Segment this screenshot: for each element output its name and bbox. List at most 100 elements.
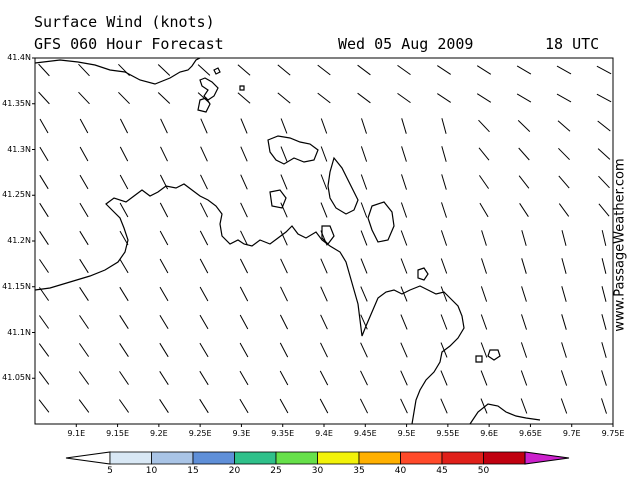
wind-barb [397,64,411,76]
coastline-islet [199,77,219,101]
scale-swatch [317,451,360,465]
wind-barb [319,370,329,386]
wind-barb [478,147,490,161]
scale-value-label: 25 [270,466,282,476]
coastline-islet [321,225,335,245]
wind-barb [317,64,331,76]
wind-barb [320,258,328,274]
wind-barb [280,202,288,218]
wind-barb [400,202,408,218]
wind-barb [280,230,288,246]
wind-barb [476,93,492,103]
wind-barb [118,399,130,413]
lat-tick-label: 41.05N [2,373,31,383]
wind-barb [360,342,368,358]
wind-barb [119,146,129,162]
wind-barb [360,230,368,246]
wind-barb [280,286,288,302]
lon-tick-label: 9.5E [397,429,416,438]
wind-barb [199,230,209,246]
wind-barb [320,342,328,358]
coastline-islet [239,85,245,91]
wind-barb [157,92,171,104]
wind-barb [560,370,568,386]
wind-barb [440,286,448,302]
wind-barb [240,146,248,162]
coastline-islet [475,355,483,363]
wind-barb [38,371,50,385]
wind-barb [558,175,570,189]
scale-swatch [192,451,235,465]
wind-barb [119,286,129,302]
wind-barb [79,230,89,246]
lat-tick-label: 41.15N [2,281,31,291]
scale-value-label: 30 [311,466,324,476]
wind-barb [397,92,411,104]
scale-value-label: 5 [107,466,113,476]
wind-barb [401,174,407,190]
scale-swatch [441,451,484,465]
lat-tick-label: 41.4N [7,53,31,62]
wind-barb [280,146,288,162]
scale-swatch [483,451,526,465]
wind-barb [601,314,607,330]
coastline-islet [269,189,287,209]
wind-barb [400,314,408,330]
wind-barb [440,258,448,274]
wind-barb [401,118,407,134]
wind-barb [38,315,50,329]
wind-barb [199,202,209,218]
wind-barb [437,93,451,103]
wind-barb [240,230,248,246]
wind-barb [159,258,169,274]
wind-barb [320,146,328,162]
wind-barb [360,286,368,302]
wind-barb [240,202,248,218]
wind-barb [360,174,368,190]
lon-tick-label: 9.1E [67,429,86,438]
wind-barb [320,118,328,134]
wind-barb [39,146,49,162]
wind-barb [159,314,169,330]
wind-barb [119,371,129,385]
wind-barb [400,258,408,274]
wind-barb [277,92,291,104]
lon-tick-label: 9.35E [271,429,295,438]
wind-barb [199,258,209,274]
wind-barb [38,91,50,105]
wind-barb [197,64,211,76]
wind-barb [39,202,49,218]
wind-barb [240,118,248,134]
wind-barb [561,286,567,302]
scale-value-label: 20 [228,466,241,476]
map-title: Surface Wind (knots) [34,13,215,31]
coastline-maddalena [267,135,319,165]
wind-barb [39,259,49,273]
wind-barb [480,370,488,386]
coastline-islet [213,67,221,75]
wind-barb [79,118,89,134]
wind-barb [280,258,288,274]
wind-barb [479,202,489,218]
lon-tick-label: 9.15E [106,429,129,438]
wind-barb [320,286,328,302]
wind-barb [38,343,50,357]
wind-barb [237,92,251,104]
wind-barb [200,174,208,190]
lon-tick-label: 9.4E [315,429,333,438]
wind-barb [401,146,407,162]
wind-barb [440,314,448,330]
wind-barb [557,120,571,132]
wind-barb [159,286,169,302]
wind-barb [481,258,487,274]
wind-barb [38,399,50,413]
wind-barb [520,398,528,414]
scale-swatch [234,451,277,465]
wind-barb [521,286,527,302]
coastline-islet [487,349,501,361]
wind-barb [239,342,249,358]
wind-barb [200,118,208,134]
lon-tick-label: 9.45E [353,429,377,438]
scale-swatch [109,451,152,465]
wind-barb [279,314,289,330]
